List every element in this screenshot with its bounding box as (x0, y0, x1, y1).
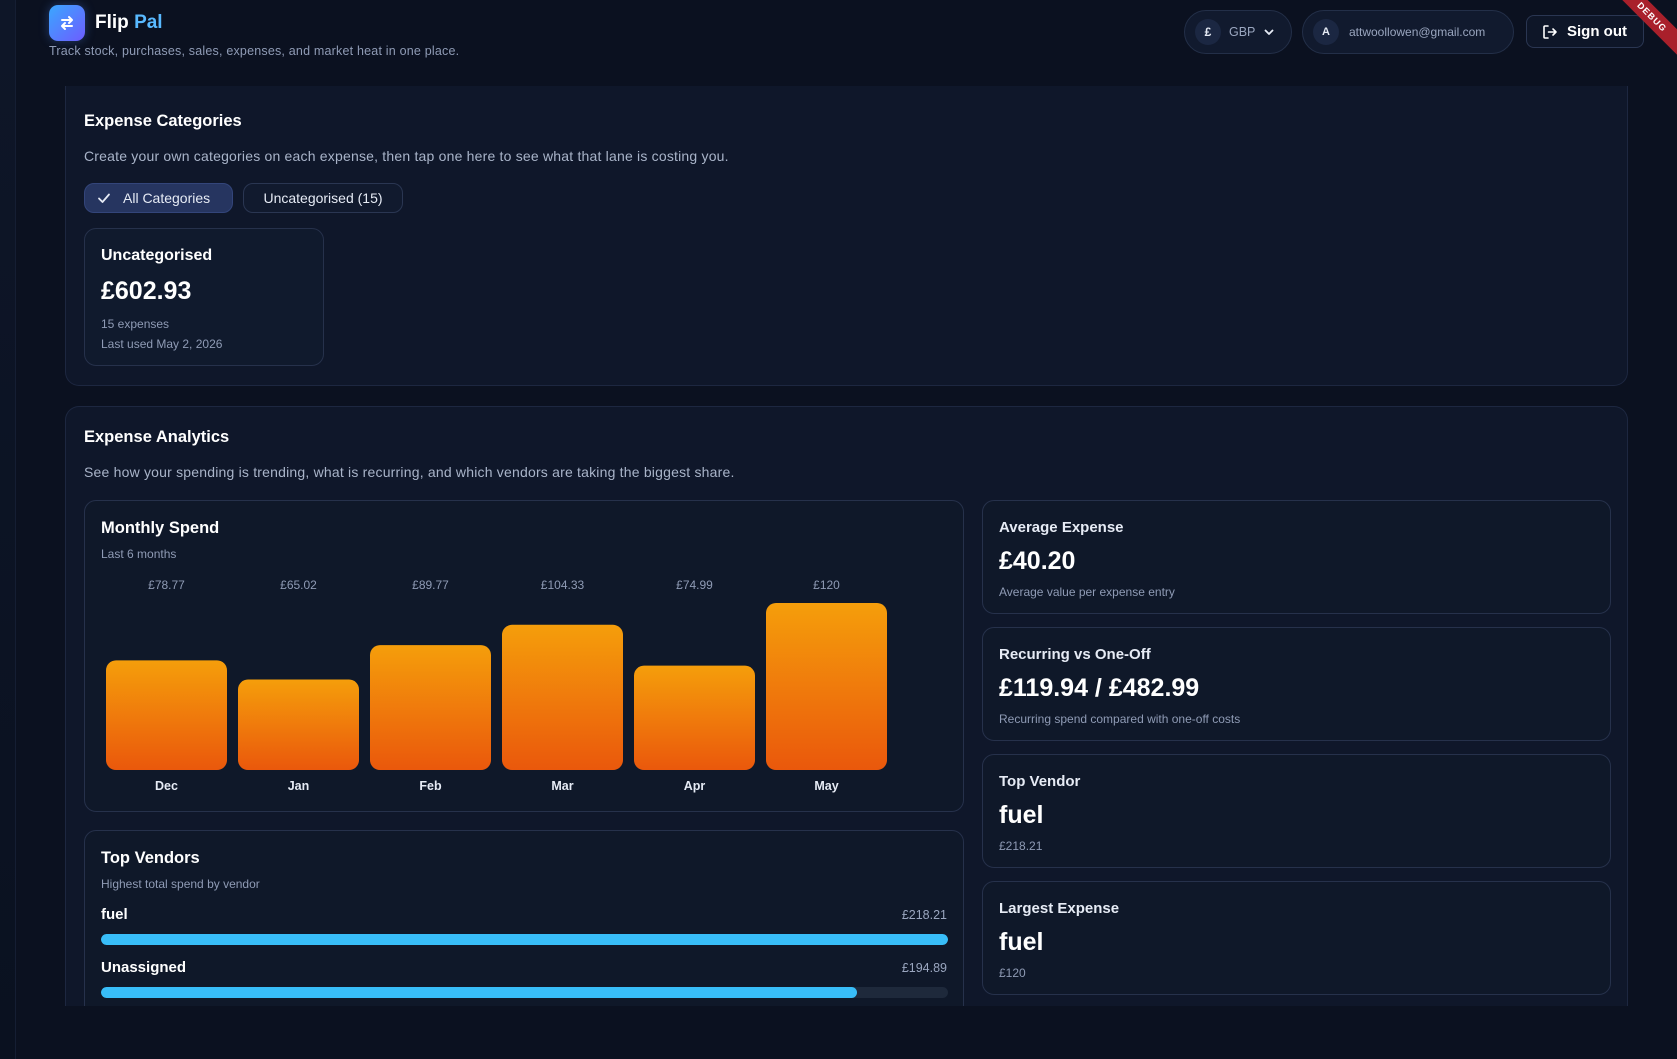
stat-card-recurring-vs-one-off: Recurring vs One-Off £119.94 / £482.99 R… (982, 627, 1611, 741)
chip-uncategorised-label: Uncategorised (15) (263, 190, 383, 206)
bar-category-label: Dec (155, 779, 178, 793)
top-vendors-title: Top Vendors (101, 849, 200, 867)
monthly-spend-subtitle: Last 6 months (101, 547, 177, 561)
bar-mar[interactable] (502, 624, 623, 770)
stat-description: Average value per expense entry (999, 585, 1175, 599)
stat-label: Recurring vs One-Off (999, 646, 1151, 663)
vendor-bar-fill (101, 934, 948, 945)
categories-title: Expense Categories (84, 112, 242, 130)
chip-uncategorised[interactable]: Uncategorised (15) (243, 183, 403, 213)
stat-card-average-expense: Average Expense £40.20 Average value per… (982, 500, 1611, 614)
sign-out-button[interactable]: Sign out (1526, 15, 1644, 48)
bar-category-label: Mar (551, 779, 573, 793)
category-last-used: Last used May 2, 2026 (101, 337, 223, 351)
category-count: 15 expenses (101, 317, 170, 331)
vendor-amount: £218.21 (901, 908, 947, 922)
stat-card-largest-expense: Largest Expense fuel £120 (982, 881, 1611, 995)
monthly-spend-chart: £78.77 Dec £65.02 Jan £89.77 Feb £104.33 Mar £74… (106, 578, 887, 793)
chip-all-categories[interactable]: All Categories (84, 183, 233, 213)
logout-icon (1543, 24, 1557, 39)
stat-value: fuel (999, 801, 1044, 829)
categories-subtitle: Create your own categories on each expen… (84, 148, 729, 164)
app-header: Flip Pal Track stock, purchases, sales, … (16, 0, 1677, 96)
bar-value-label: £89.77 (412, 578, 449, 592)
bar-jan[interactable] (238, 679, 359, 770)
bar-category-label: Feb (419, 779, 442, 793)
vendor-bar-track (101, 934, 948, 945)
account-menu[interactable]: A attwoollowen@gmail.com (1302, 10, 1514, 54)
brand-name-main: Flip (95, 12, 129, 33)
stat-value: £119.94 / £482.99 (999, 674, 1200, 702)
stat-description: £218.21 (999, 839, 1043, 853)
check-icon (98, 193, 110, 203)
avatar: A (1313, 19, 1339, 45)
top-vendors-card: Top Vendors Highest total spend by vendo… (84, 830, 964, 1006)
monthly-spend-title: Monthly Spend (101, 519, 220, 537)
user-email: attwoollowen@gmail.com (1349, 25, 1486, 39)
vendor-amount: £194.89 (901, 961, 947, 975)
category-name: Uncategorised (101, 247, 213, 264)
bar-feb[interactable] (370, 645, 491, 770)
stat-label: Top Vendor (999, 773, 1081, 790)
vendor-bar-fill (101, 987, 858, 998)
chevron-down-icon (1265, 29, 1274, 35)
sign-out-label: Sign out (1567, 23, 1627, 40)
vendor-name: fuel (101, 906, 128, 923)
bar-value-label: £65.02 (280, 578, 317, 592)
currency-code: GBP (1229, 25, 1256, 39)
vendor-name: Unassigned (101, 959, 187, 976)
bar-may[interactable] (766, 603, 887, 770)
monthly-spend-card: Monthly Spend Last 6 months £78.77 Dec £65… (84, 500, 964, 812)
analytics-title: Expense Analytics (84, 428, 230, 446)
stat-value: fuel (999, 928, 1044, 956)
category-card-uncategorised[interactable]: Uncategorised £602.93 15 expenses Last u… (84, 228, 324, 366)
currency-selector[interactable]: £ GBP (1184, 10, 1292, 54)
bar-value-label: £120 (813, 578, 840, 592)
bar-category-label: Apr (684, 779, 706, 793)
currency-symbol: £ (1195, 19, 1221, 45)
stat-label: Average Expense (999, 519, 1124, 536)
left-rail (0, 0, 16, 1059)
expense-analytics-panel: Expense Analytics See how your spending … (65, 406, 1628, 1006)
brand-name-accent: Pal (134, 12, 163, 33)
bar-value-label: £78.77 (148, 578, 185, 592)
stat-description: £120 (999, 966, 1026, 980)
vendor-bar-track (101, 987, 948, 998)
stat-description: Recurring spend compared with one-off co… (999, 712, 1241, 726)
bar-category-label: May (814, 779, 838, 793)
analytics-subtitle: See how your spending is trending, what … (84, 464, 735, 480)
brand-name: Flip Pal (95, 12, 163, 34)
bar-apr[interactable] (634, 665, 755, 770)
stat-value: £40.20 (999, 547, 1076, 575)
bar-category-label: Jan (288, 779, 310, 793)
swap-arrows-icon (49, 5, 85, 41)
stat-card-top-vendor: Top Vendor fuel £218.21 (982, 754, 1611, 868)
expense-categories-panel: Expense Categories Create your own categ… (65, 86, 1628, 386)
brand[interactable]: Flip Pal (49, 5, 163, 41)
bar-value-label: £104.33 (541, 578, 585, 592)
top-vendors-subtitle: Highest total spend by vendor (101, 877, 260, 891)
bar-dec[interactable] (106, 660, 227, 770)
category-amount: £602.93 (101, 277, 192, 305)
tagline: Track stock, purchases, sales, expenses,… (49, 44, 460, 58)
stat-label: Largest Expense (999, 900, 1120, 917)
chip-all-label: All Categories (123, 190, 211, 206)
bar-value-label: £74.99 (676, 578, 713, 592)
